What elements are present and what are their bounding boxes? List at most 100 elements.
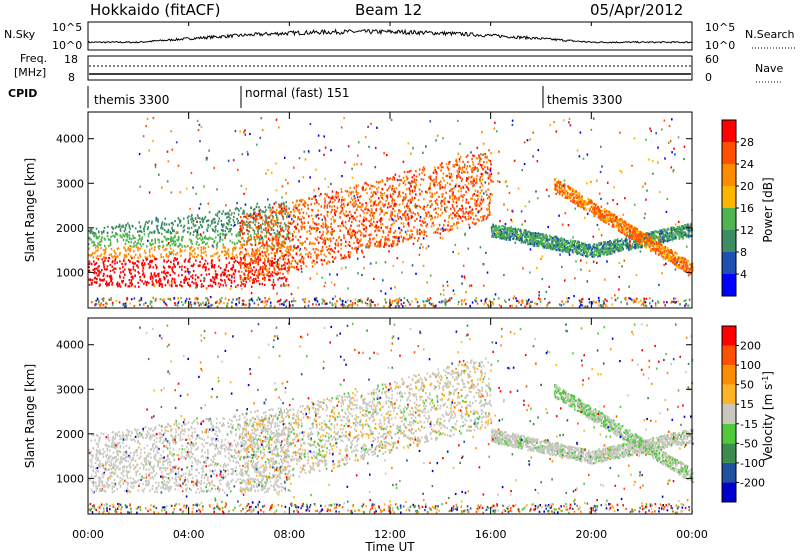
power-cell — [234, 270, 237, 273]
power-cell — [357, 237, 359, 241]
power-cell — [447, 161, 450, 164]
power-cell — [173, 241, 175, 244]
power-cell — [307, 255, 310, 258]
power-cell — [383, 192, 386, 195]
power-cell — [470, 168, 473, 171]
power-cell — [507, 228, 510, 231]
power-cell — [598, 243, 600, 246]
power-cell — [610, 250, 613, 253]
power-cell — [450, 213, 452, 216]
power-cell — [365, 204, 368, 207]
power-cell — [324, 219, 327, 222]
power-cell — [259, 212, 261, 215]
power-cell — [264, 221, 267, 224]
power-cell — [422, 166, 425, 169]
power-cell — [327, 238, 330, 241]
power-cell — [287, 237, 290, 240]
power-cell — [393, 178, 396, 181]
power-cell — [378, 197, 380, 200]
power-cell — [652, 231, 654, 234]
power-cell — [380, 223, 382, 226]
power-cell — [470, 209, 473, 212]
power-cell — [659, 241, 662, 244]
power-cell — [389, 205, 391, 208]
power-cell — [331, 228, 333, 231]
power-cell — [227, 269, 230, 273]
power-cell — [122, 239, 125, 242]
power-cell — [406, 223, 409, 226]
power-cell — [331, 230, 334, 233]
power-cell — [323, 215, 325, 218]
power-cell — [216, 243, 218, 246]
power-cell — [147, 262, 150, 266]
power-cell — [406, 202, 409, 205]
power-cell — [267, 253, 270, 256]
power-cell — [641, 240, 643, 243]
power-cell — [205, 237, 207, 240]
power-cell — [508, 236, 510, 239]
power-cell — [89, 278, 92, 281]
power-cell — [351, 234, 353, 238]
power-cell — [343, 236, 345, 240]
power-cell — [218, 259, 221, 262]
power-cell — [315, 199, 317, 202]
power-cell — [119, 285, 122, 288]
power-cell — [159, 278, 161, 281]
power-cell — [460, 217, 462, 220]
power-cell — [148, 220, 150, 223]
power-cell — [660, 240, 663, 243]
power-cell — [543, 238, 545, 241]
power-cell — [141, 280, 143, 283]
power-cell — [246, 224, 248, 227]
power-cell — [423, 229, 425, 232]
power-cell — [109, 269, 112, 272]
power-cell — [103, 266, 105, 269]
power-cell — [463, 193, 465, 197]
power-cell — [297, 268, 300, 271]
power-cell — [360, 208, 363, 211]
power-cell — [604, 248, 607, 251]
power-cell — [174, 234, 176, 237]
power-cell — [170, 283, 173, 286]
power-cell — [407, 237, 409, 240]
power-cell — [479, 160, 481, 163]
power-cell — [161, 223, 163, 226]
power-cell — [119, 260, 121, 263]
power-cell — [469, 217, 472, 220]
power-cell — [197, 216, 200, 219]
power-cell — [160, 253, 162, 256]
power-cell — [267, 258, 269, 261]
power-cell — [176, 284, 178, 287]
power-cell — [373, 203, 375, 206]
power-cell — [404, 183, 407, 186]
power-cell — [254, 257, 257, 260]
power-cell — [93, 241, 95, 244]
power-cell — [488, 175, 490, 178]
power-cell — [673, 234, 675, 237]
power-cell — [242, 210, 245, 214]
power-cell — [653, 236, 656, 239]
power-cell — [237, 222, 239, 225]
power-cell — [354, 247, 356, 250]
power-cell — [465, 211, 468, 214]
power-cell — [174, 220, 176, 223]
power-cell — [94, 251, 96, 255]
power-cell — [264, 206, 267, 209]
power-cell — [240, 207, 242, 210]
power-cell — [560, 249, 562, 252]
power-cell — [267, 275, 270, 278]
power-cell — [380, 220, 382, 223]
power-cell — [687, 232, 690, 236]
power-cell — [519, 233, 522, 236]
power-cell — [187, 221, 190, 224]
power-cell — [612, 243, 615, 246]
power-cell — [204, 266, 206, 269]
power-cell — [95, 261, 98, 265]
power-cell — [421, 224, 423, 227]
power-cell — [299, 199, 301, 202]
power-cell — [659, 230, 662, 233]
power-cell — [474, 198, 476, 201]
power-cell — [388, 244, 390, 247]
power-cell — [157, 238, 159, 241]
power-cell — [115, 256, 118, 259]
